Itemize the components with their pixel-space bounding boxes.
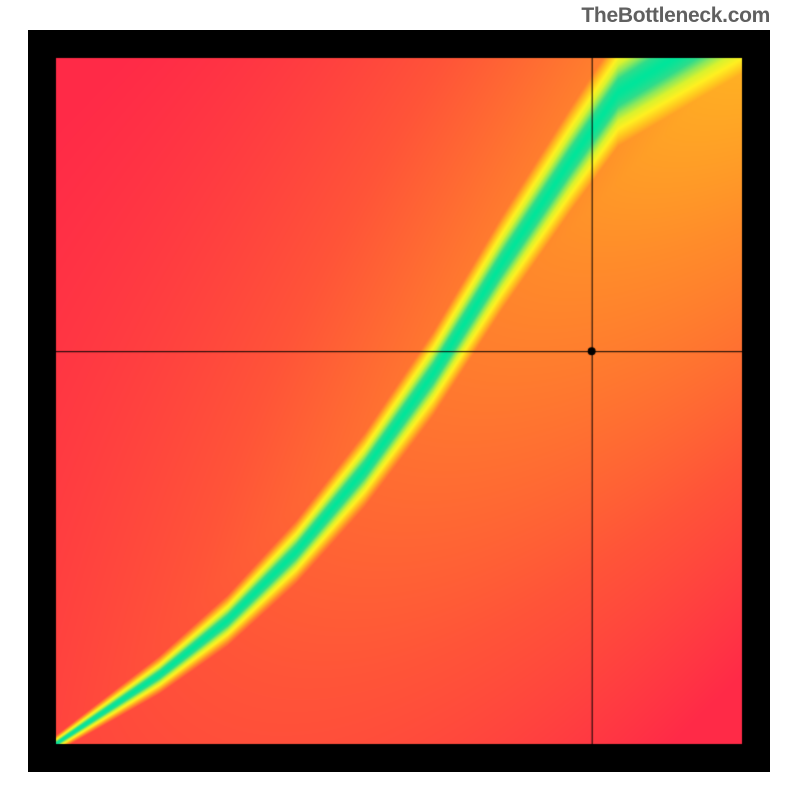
chart-frame: [28, 30, 770, 772]
watermark-text: TheBottleneck.com: [581, 4, 770, 28]
bottleneck-heatmap: [28, 30, 770, 772]
